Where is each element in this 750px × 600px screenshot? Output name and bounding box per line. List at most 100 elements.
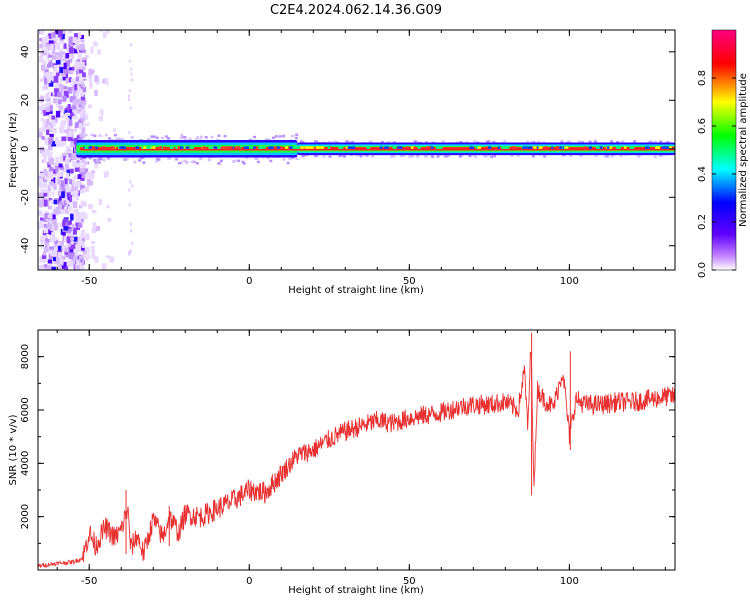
- heat-cell: [327, 140, 331, 144]
- carrier-blob: [185, 146, 190, 149]
- carrier-blob: [469, 146, 474, 149]
- heat-cell: [80, 92, 84, 97]
- heat-cell: [79, 134, 85, 138]
- carrier-blob: [275, 146, 280, 149]
- carrier-blob: [437, 146, 443, 149]
- carrier-blob: [329, 146, 332, 149]
- heat-cell: [48, 253, 54, 260]
- heat-cell: [40, 64, 45, 71]
- heat-cell: [50, 223, 55, 231]
- heat-cell: [130, 67, 133, 71]
- carrier-blob: [179, 146, 184, 149]
- heat-cell: [180, 133, 184, 137]
- heat-cell: [402, 154, 406, 157]
- heat-cell: [131, 136, 135, 139]
- heat-cell: [191, 160, 195, 164]
- heat-cell: [57, 140, 62, 146]
- heat-cell: [42, 60, 47, 66]
- heat-cell: [47, 169, 53, 177]
- heat-cell: [46, 129, 50, 135]
- heat-cell: [194, 138, 198, 141]
- heat-cell: [51, 231, 55, 237]
- carrier-blob: [149, 146, 153, 149]
- heat-cell: [53, 75, 59, 83]
- carrier-blob: [292, 146, 298, 149]
- heat-cell: [63, 110, 68, 115]
- heat-cell: [74, 93, 80, 97]
- snr-plot-area: [38, 330, 675, 570]
- heat-cell: [42, 259, 47, 263]
- heat-cell: [81, 237, 85, 243]
- heat-cell: [41, 151, 47, 158]
- heat-cell: [79, 172, 85, 177]
- heat-cell: [68, 244, 74, 251]
- heat-cell: [81, 211, 86, 218]
- heat-cell: [130, 72, 133, 76]
- heat-cell: [74, 186, 78, 191]
- carrier-blob: [310, 146, 314, 149]
- carrier-blob: [208, 146, 214, 149]
- carrier-blob: [217, 146, 221, 149]
- heat-cell: [76, 104, 81, 108]
- heat-cell: [38, 192, 43, 197]
- heat-cell: [109, 256, 115, 263]
- heat-cell: [66, 228, 71, 234]
- heat-cell: [61, 114, 65, 119]
- heat-cell: [102, 31, 107, 39]
- heat-cell: [49, 45, 53, 51]
- heat-cell: [102, 79, 106, 84]
- heat-cell: [130, 229, 133, 233]
- heat-cell: [82, 86, 87, 93]
- heat-cell: [53, 199, 58, 205]
- heat-cell: [77, 222, 83, 228]
- heat-cell: [47, 91, 51, 99]
- heat-cell: [53, 168, 57, 174]
- heat-cell: [94, 256, 99, 263]
- heat-cell: [73, 146, 79, 153]
- spectrogram-frame: [37, 29, 676, 271]
- heat-cell: [92, 222, 97, 230]
- heat-cell: [69, 168, 74, 174]
- heat-cell: [199, 157, 203, 161]
- heat-cell: [78, 69, 84, 74]
- heat-cell: [53, 127, 57, 134]
- heat-cell: [64, 247, 69, 253]
- heat-cell: [302, 154, 306, 158]
- heat-cell: [413, 140, 417, 143]
- carrier-blob: [543, 146, 548, 149]
- heat-cell: [160, 136, 164, 140]
- carrier-blob: [259, 146, 263, 149]
- carrier-blob: [339, 146, 344, 149]
- heat-cell: [70, 112, 75, 118]
- carrier-blob: [584, 146, 587, 149]
- heat-cell: [265, 138, 269, 142]
- carrier-blob: [176, 146, 182, 149]
- heat-cell: [44, 171, 49, 177]
- heat-cell: [198, 138, 202, 142]
- heat-cell: [95, 42, 99, 47]
- heat-cell: [104, 78, 109, 85]
- heat-cell: [41, 195, 46, 203]
- heat-cell: [61, 191, 65, 199]
- carrier-blob: [143, 146, 148, 149]
- heat-cell: [333, 140, 337, 143]
- heat-cell: [49, 73, 54, 81]
- heat-cell: [75, 243, 80, 250]
- heat-cell: [59, 40, 65, 45]
- carrier-blob: [608, 146, 613, 149]
- carrier-blob: [306, 146, 311, 149]
- heat-cell: [207, 158, 211, 162]
- heat-cell: [91, 170, 95, 175]
- carrier-blob: [629, 146, 635, 149]
- heat-cell: [57, 52, 63, 58]
- heat-cell: [322, 155, 326, 158]
- heat-cell: [97, 161, 101, 164]
- heat-cell: [59, 94, 65, 98]
- heat-cell: [371, 155, 375, 158]
- carrier-blob: [392, 146, 397, 149]
- colorbar-tick-label-2: 0.4: [697, 166, 708, 182]
- heat-cell: [49, 246, 54, 250]
- heat-cell: [43, 199, 48, 207]
- heat-cell: [68, 30, 73, 34]
- heat-cell: [474, 155, 478, 158]
